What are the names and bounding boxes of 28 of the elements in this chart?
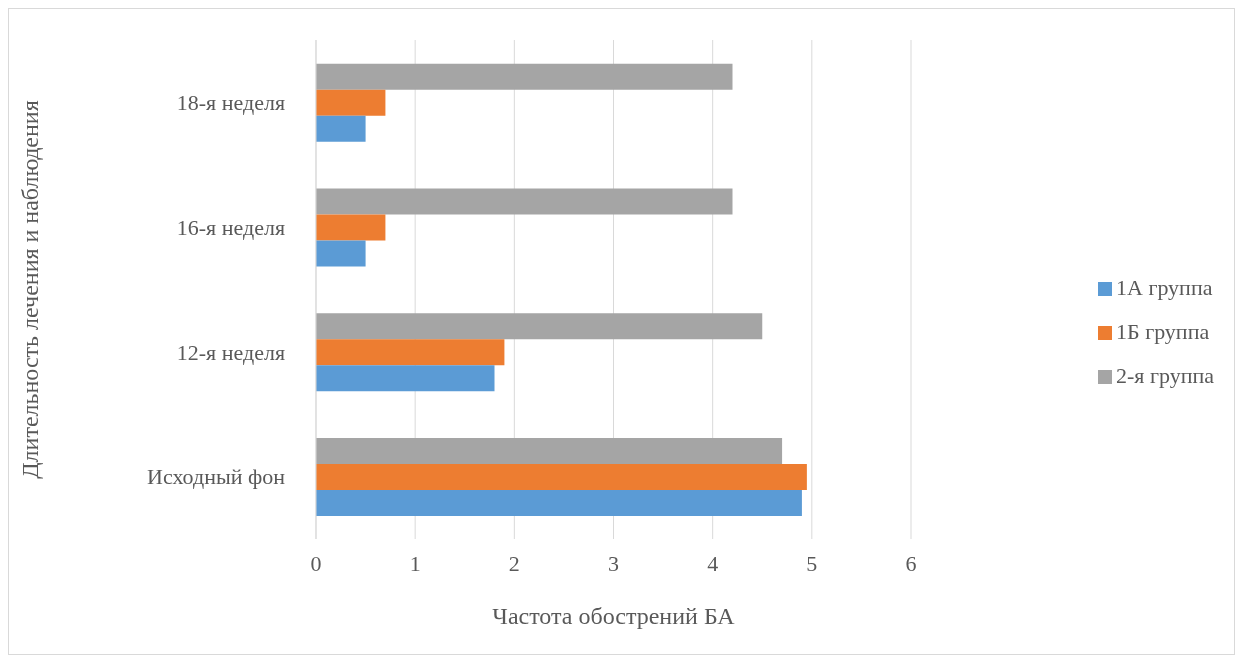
x-tick-label: 1: [409, 550, 421, 576]
bar: [316, 339, 505, 366]
x-axis-title: Частота обострений БА: [492, 603, 736, 629]
x-tick-label: 0: [310, 550, 322, 576]
y-tick-label: 12-я неделя: [176, 339, 285, 365]
bar: [316, 214, 386, 241]
bar: [316, 313, 763, 340]
bar: [316, 463, 807, 490]
legend-label: 2-я группа: [1116, 362, 1214, 388]
bar: [316, 437, 783, 464]
x-tick-label: 4: [707, 550, 719, 576]
y-axis-title: Длительность лечения и наблюдения: [16, 100, 43, 479]
bar: [316, 188, 733, 215]
y-tick-label: 18-я неделя: [176, 90, 285, 116]
bar: [316, 365, 495, 392]
x-tick-label: 6: [905, 550, 917, 576]
y-tick-label: 16-я неделя: [176, 214, 285, 240]
bar: [316, 240, 366, 267]
y-tick-label: Исходный фон: [147, 464, 286, 490]
legend-label: 1А группа: [1116, 274, 1213, 300]
x-tick-label: 5: [806, 550, 818, 576]
bar: [316, 115, 366, 142]
legend-label: 1Б группа: [1116, 318, 1210, 344]
x-tick-label: 2: [508, 550, 520, 576]
bar: [316, 89, 386, 116]
bar: [316, 489, 802, 516]
x-tick-label: 3: [608, 550, 619, 576]
bar: [316, 63, 733, 90]
